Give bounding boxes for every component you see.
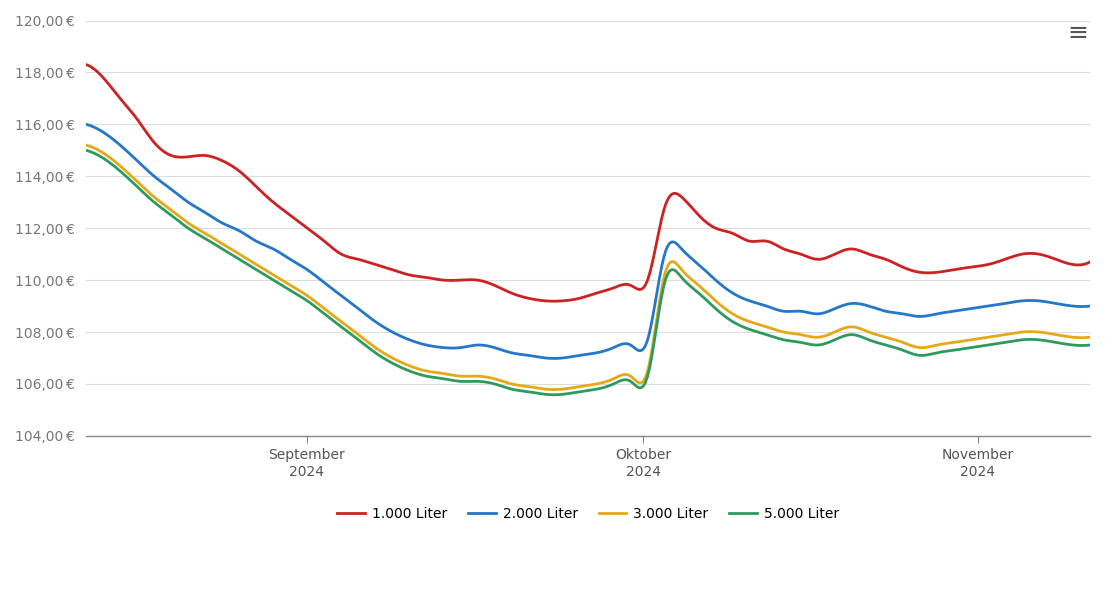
2.000 Liter [1061,302,1074,309]
1.000 Liter [80,61,93,68]
5.000 Liter [624,378,638,385]
2.000 Liter [565,353,578,361]
1.000 Liter [678,197,692,205]
3.000 Liter [548,386,561,393]
Text: ≡: ≡ [1067,21,1088,45]
2.000 Liter [678,249,692,256]
2.000 Liter [548,355,561,362]
1.000 Liter [565,296,578,303]
Legend: 1.000 Liter, 2.000 Liter, 3.000 Liter, 5.000 Liter: 1.000 Liter, 2.000 Liter, 3.000 Liter, 5… [332,501,844,526]
3.000 Liter [904,342,917,349]
1.000 Liter [904,267,917,274]
3.000 Liter [1083,334,1096,341]
3.000 Liter [678,270,692,278]
5.000 Liter [1083,341,1096,349]
1.000 Liter [624,282,638,289]
1.000 Liter [1061,260,1074,267]
5.000 Liter [565,389,578,397]
Line: 5.000 Liter: 5.000 Liter [86,150,1090,395]
1.000 Liter [548,297,561,305]
Line: 1.000 Liter: 1.000 Liter [86,64,1090,301]
5.000 Liter [904,350,917,357]
2.000 Liter [80,121,93,128]
1.000 Liter [558,297,571,304]
5.000 Liter [1061,341,1074,348]
3.000 Liter [1061,333,1074,340]
5.000 Liter [558,391,571,398]
5.000 Liter [548,391,561,399]
3.000 Liter [624,373,638,380]
2.000 Liter [558,354,571,361]
5.000 Liter [678,278,692,285]
3.000 Liter [80,141,93,149]
2.000 Liter [904,312,917,319]
3.000 Liter [558,385,571,393]
2.000 Liter [624,342,638,349]
2.000 Liter [1083,302,1096,309]
5.000 Liter [80,147,93,154]
Line: 3.000 Liter: 3.000 Liter [86,145,1090,389]
Line: 2.000 Liter: 2.000 Liter [86,125,1090,358]
3.000 Liter [565,384,578,391]
1.000 Liter [1083,258,1096,265]
